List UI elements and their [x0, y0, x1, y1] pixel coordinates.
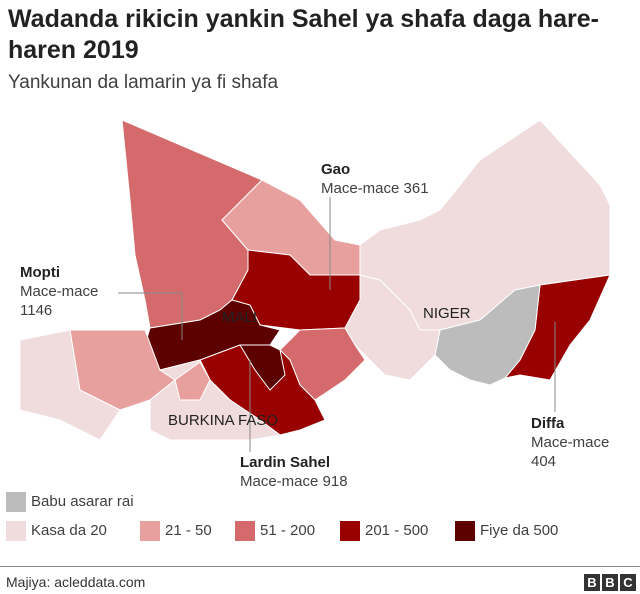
- legend-swatch-no-data: [6, 492, 26, 512]
- legend-label: 51 - 200: [260, 522, 316, 539]
- regions: [19, 119, 611, 441]
- callout-lardin-sahel: Lardin Sahel Mace-mace 918: [240, 453, 348, 491]
- region-burkina-centre: [174, 361, 211, 401]
- legend-label: Babu asarar rai: [31, 493, 134, 510]
- legend-label: 21 - 50: [165, 522, 212, 539]
- callout-value: Mace-mace 361: [321, 180, 429, 197]
- region-zinder: [434, 284, 541, 386]
- legend-swatch: [340, 521, 360, 541]
- callout-gao: Gao Mace-mace 361: [321, 160, 429, 198]
- callout-value: Mace-mace 918: [240, 473, 348, 490]
- legend-swatch: [235, 521, 255, 541]
- legend-swatch: [455, 521, 475, 541]
- legend-swatch: [140, 521, 160, 541]
- callout-name: Mopti: [20, 264, 60, 281]
- callout-name: Gao: [321, 161, 351, 178]
- title: Wadanda rikicin yankin Sahel ya shafa da…: [8, 5, 599, 64]
- legend-label: 201 - 500: [365, 522, 429, 539]
- source: Majiya: acleddata.com: [6, 574, 146, 590]
- footer-divider: [0, 566, 640, 567]
- callout-name: Diffa: [531, 415, 565, 432]
- country-label-mali: MALI: [222, 309, 258, 326]
- legend-label: Fiye da 500: [480, 522, 559, 539]
- legend-swatch: [6, 521, 26, 541]
- callout-diffa: Diffa Mace-mace 404: [531, 415, 610, 470]
- callout-mopti: Mopti Mace-mace 1146: [20, 264, 99, 319]
- leader-lines: [118, 197, 556, 452]
- callout-name: Lardin Sahel: [240, 454, 331, 471]
- legend-label: Kasa da 20: [31, 522, 107, 539]
- country-label-burkina: BURKINA FASO: [168, 412, 279, 429]
- region-burkina-north: [239, 344, 286, 391]
- subtitle: Yankunan da lamarin ya fi shafa: [8, 72, 279, 93]
- country-label-niger: NIGER: [423, 305, 471, 322]
